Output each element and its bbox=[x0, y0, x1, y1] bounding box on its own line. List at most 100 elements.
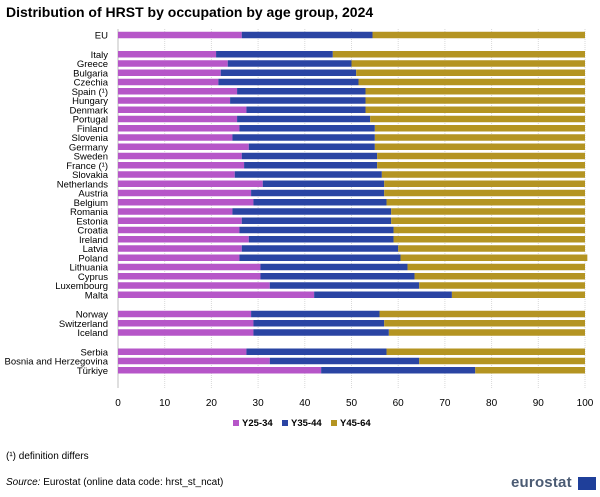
x-tick-labels: 0 10 20 30 40 50 60 70 80 90 100 bbox=[115, 398, 594, 409]
bar-y25-34 bbox=[118, 51, 217, 58]
category-label: Hungary bbox=[72, 96, 108, 107]
bar-y35-44 bbox=[241, 31, 373, 39]
bar-y25-34 bbox=[118, 254, 240, 261]
bar-y35-44 bbox=[314, 291, 452, 298]
category-label: Ireland bbox=[79, 235, 108, 246]
bar-y45-64 bbox=[377, 162, 585, 169]
bar-y45-64 bbox=[384, 320, 585, 327]
bar-y25-34 bbox=[118, 367, 322, 374]
bar-y35-44 bbox=[237, 115, 371, 123]
category-label: Slovenia bbox=[72, 133, 109, 144]
bar-y25-34 bbox=[118, 320, 254, 327]
legend-swatch bbox=[282, 420, 288, 426]
bar-y45-64 bbox=[370, 115, 585, 123]
bar-y35-44 bbox=[232, 208, 392, 215]
x-tick-label: 50 bbox=[346, 398, 358, 409]
legend-label: Y45-64 bbox=[340, 418, 371, 429]
legend-swatch bbox=[233, 420, 239, 426]
bar-y35-44 bbox=[237, 88, 366, 95]
bar-y25-34 bbox=[118, 291, 315, 298]
bar-y45-64 bbox=[386, 348, 585, 355]
bar-y25-34 bbox=[118, 97, 231, 104]
bar-y25-34 bbox=[118, 69, 221, 76]
bar-y35-44 bbox=[246, 106, 366, 113]
bar-y35-44 bbox=[251, 310, 380, 318]
category-label: Austria bbox=[78, 189, 108, 200]
category-label: Netherlands bbox=[57, 179, 108, 190]
bar-y35-44 bbox=[241, 152, 378, 160]
bar-y35-44 bbox=[230, 97, 366, 104]
x-tick-label: 100 bbox=[577, 398, 594, 409]
category-label: Latvia bbox=[83, 244, 109, 255]
bar-y45-64 bbox=[384, 180, 585, 187]
bar-y35-44 bbox=[241, 217, 392, 224]
legend: Y25-34 Y35-44 Y45-64 bbox=[233, 418, 371, 429]
bar-y25-34 bbox=[118, 310, 252, 318]
category-label: Luxembourg bbox=[55, 281, 108, 292]
bar-y45-64 bbox=[365, 106, 585, 113]
category-label: Norway bbox=[76, 310, 108, 321]
bar-y45-64 bbox=[386, 199, 585, 206]
bar-y35-44 bbox=[241, 245, 399, 252]
bar-y25-34 bbox=[118, 115, 238, 123]
category-label: Italy bbox=[91, 50, 109, 61]
bar-y25-34 bbox=[118, 245, 242, 252]
bar-y25-34 bbox=[118, 273, 261, 280]
bar-y35-44 bbox=[253, 199, 387, 206]
bar-y45-64 bbox=[388, 329, 585, 336]
bar-y25-34 bbox=[118, 180, 263, 187]
category-label: Lithuania bbox=[69, 263, 108, 274]
bar-y25-34 bbox=[118, 106, 247, 113]
bar-y45-64 bbox=[365, 97, 585, 104]
bar-y35-44 bbox=[262, 180, 385, 187]
category-label: Estonia bbox=[76, 216, 108, 227]
bar-y25-34 bbox=[118, 31, 242, 39]
bar-y35-44 bbox=[216, 51, 333, 58]
bar-y45-64 bbox=[381, 171, 585, 178]
bar-y35-44 bbox=[253, 320, 385, 327]
category-label: Poland bbox=[78, 253, 108, 264]
bar-y45-64 bbox=[393, 226, 585, 234]
bar-y25-34 bbox=[118, 199, 254, 206]
category-label: EU bbox=[95, 31, 108, 42]
bar-y45-64 bbox=[400, 254, 588, 261]
category-label: Romania bbox=[70, 207, 109, 218]
bar-y35-44 bbox=[260, 263, 408, 271]
category-label: Bulgaria bbox=[73, 68, 109, 79]
bar-y45-64 bbox=[374, 134, 585, 141]
legend-swatch bbox=[331, 420, 337, 426]
category-label: Portugal bbox=[73, 115, 108, 126]
bar-y25-34 bbox=[118, 152, 242, 160]
x-tick-label: 20 bbox=[206, 398, 218, 409]
bar-y35-44 bbox=[227, 60, 352, 67]
bar-y35-44 bbox=[248, 236, 394, 243]
legend-label: Y35-44 bbox=[291, 418, 322, 429]
bar-y45-64 bbox=[391, 217, 585, 224]
category-label: Malta bbox=[85, 290, 109, 301]
bar-y45-64 bbox=[391, 208, 585, 215]
bar-y35-44 bbox=[246, 348, 387, 355]
bar-y45-64 bbox=[393, 236, 585, 243]
bar-y25-34 bbox=[118, 162, 245, 169]
bar-y35-44 bbox=[269, 282, 420, 289]
footnote: (¹) definition differs bbox=[6, 451, 89, 462]
bar-y35-44 bbox=[253, 329, 389, 336]
bar-y25-34 bbox=[118, 208, 233, 215]
bar-y35-44 bbox=[234, 171, 382, 178]
category-label: Czechia bbox=[74, 78, 109, 89]
bar-y25-34 bbox=[118, 171, 235, 178]
category-label: Iceland bbox=[77, 328, 108, 339]
bar-y35-44 bbox=[239, 254, 401, 261]
legend-label: Y25-34 bbox=[242, 418, 273, 429]
category-label: Türkiye bbox=[77, 366, 108, 377]
bar-y45-64 bbox=[358, 78, 585, 86]
x-tick-label: 60 bbox=[393, 398, 405, 409]
category-label: Slovakia bbox=[72, 170, 109, 181]
eurostat-logo: eurostat bbox=[511, 474, 597, 494]
x-tick-label: 40 bbox=[299, 398, 311, 409]
category-label: Sweden bbox=[74, 152, 108, 163]
category-label: Bosnia and Herzegovina bbox=[4, 357, 108, 368]
bar-y25-34 bbox=[118, 226, 240, 234]
category-label: Germany bbox=[69, 142, 108, 153]
source-note: Source: Eurostat (online data code: hrst… bbox=[6, 477, 223, 488]
